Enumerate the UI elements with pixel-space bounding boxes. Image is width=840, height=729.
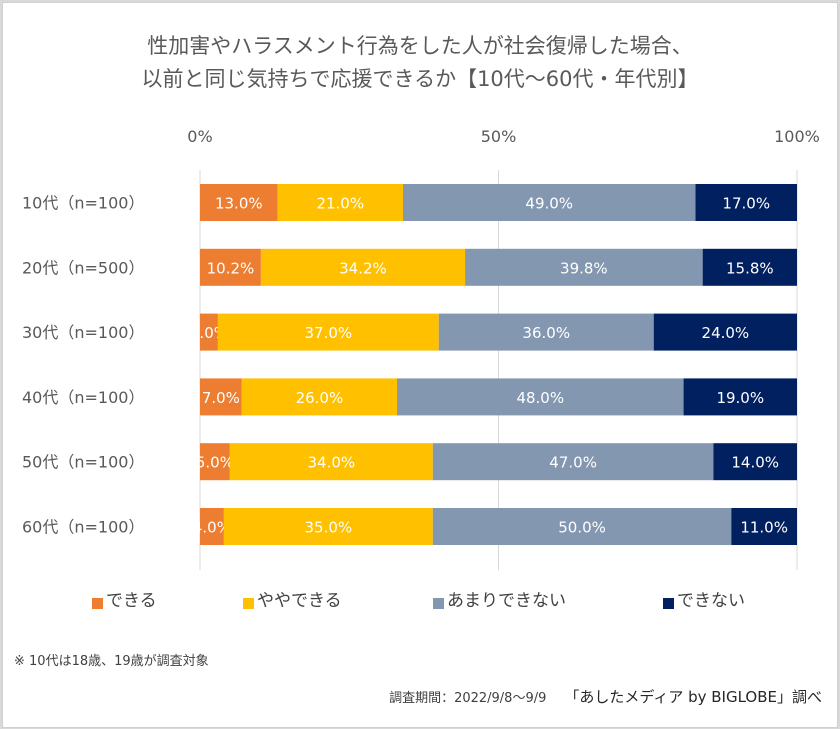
bar-value-label: 48.0% (516, 389, 564, 407)
bar-value-label: 13.0% (215, 195, 263, 213)
bar-segment (200, 184, 278, 221)
bar-value-label: 7.0% (202, 389, 240, 407)
bar-segment (397, 378, 684, 416)
bar-value-label: 39.8% (560, 259, 608, 277)
legend-item: あまりできない (433, 586, 566, 611)
bar-segment (229, 443, 433, 481)
bar-value-label: 14.0% (731, 454, 779, 472)
bar-segment (223, 508, 433, 545)
category-label: 30代（n=100） (22, 323, 144, 342)
bar-value-label: 37.0% (305, 324, 353, 342)
footer: 調査期間：2022/9/8～9/9 「あしたメディア by BIGLOBE」調べ (389, 686, 822, 707)
footnote: ※ 10代は18歳、19歳が調査対象 (14, 654, 209, 669)
bar-value-label: 19.0% (716, 389, 764, 407)
legend-swatch (663, 598, 674, 609)
bar-value-label: 49.0% (525, 195, 573, 213)
bar-row: 4.0% 35.0% 50.0% 11.0% (193, 508, 797, 545)
survey-period: 調査期間：2022/9/8～9/9 (389, 691, 547, 706)
bar-value-label: 5.0% (196, 454, 234, 472)
bar-segment (465, 248, 703, 286)
bar-segment (402, 184, 696, 221)
legend-label: あまりできない (447, 591, 566, 611)
bar-segment (432, 443, 714, 481)
legend-label: できる (106, 591, 157, 611)
bar-value-label: 10.2% (207, 259, 255, 277)
bar-value-label: 34.2% (339, 259, 387, 277)
bar-value-label: 4.0% (193, 519, 231, 537)
bar-segment (200, 248, 261, 286)
bar-segment (683, 378, 797, 416)
bar-value-label: 26.0% (296, 389, 344, 407)
bar-segment (260, 248, 466, 286)
bar-value-label: 15.8% (726, 259, 774, 277)
bar-row: 3.0% 37.0% 36.0% 24.0% (190, 313, 797, 351)
chart-title-line1: 性加害やハラスメント行為をした人が社会復帰した場合、 (147, 34, 693, 58)
legend-item: できない (663, 586, 745, 611)
bar-value-label: 11.0% (740, 519, 788, 537)
bar-row: 10.2% 34.2% 39.8% 15.8% (200, 248, 797, 286)
category-labels: 10代（n=100） 20代（n=500） 30代（n=100） 40代（n=100）… (22, 194, 144, 537)
bar-segment (702, 248, 797, 286)
bar-row: 13.0% 21.0% 49.0% 17.0% (200, 184, 797, 221)
bar-segment (200, 443, 230, 481)
bar-segment (695, 184, 797, 221)
gridlines (199, 170, 798, 570)
legend-label: できない (677, 591, 745, 611)
legend: できる ややできる あまりできない できない (0, 586, 840, 616)
category-label: 60代（n=100） (22, 518, 144, 537)
bars: 13.0% 21.0% 49.0% 17.0% 10.2% 34.2% 39.8% 15.8%… (190, 184, 797, 545)
bar-value-label: 35.0% (305, 519, 353, 537)
bar-segment (731, 508, 797, 545)
bar-value-label: 17.0% (722, 195, 770, 213)
bar-segment (200, 313, 218, 351)
chart-title: 性加害やハラスメント行為をした人が社会復帰した場合、 以前と同じ気持ちで応援でき… (0, 30, 840, 96)
legend-swatch (433, 598, 444, 609)
chart-title-line2: 以前と同じ気持ちで応援できるか【10代～60代・年代別】 (141, 67, 699, 91)
bar-segment (200, 508, 224, 545)
survey-source: 「あしたメディア by BIGLOBE」調べ (564, 688, 822, 706)
bar-value-label: 36.0% (522, 324, 570, 342)
bar-segment (713, 443, 797, 481)
bar-segment (653, 313, 797, 351)
bar-value-label: 21.0% (316, 195, 364, 213)
bar-segment (432, 508, 732, 545)
bar-row: 7.0% 26.0% 48.0% 19.0% (200, 378, 797, 416)
legend-item: できる (92, 586, 157, 611)
bar-segment (200, 378, 242, 416)
bar-segment (241, 378, 398, 416)
bar-segment (277, 184, 403, 221)
category-label: 50代（n=100） (22, 453, 144, 472)
bar-segment (217, 313, 439, 351)
bar-segment (438, 313, 654, 351)
bar-row: 5.0% 34.0% 47.0% 14.0% (196, 443, 797, 481)
x-tick-label: 0% (187, 127, 212, 146)
bar-value-label: 24.0% (702, 324, 750, 342)
category-label: 10代（n=100） (22, 194, 144, 213)
bar-value-label: 50.0% (558, 519, 606, 537)
x-tick-label: 50% (481, 127, 517, 146)
bar-value-label: 47.0% (549, 454, 597, 472)
x-axis-ticks: 0% 50% 100% (187, 127, 820, 146)
category-label: 40代（n=100） (22, 388, 144, 407)
legend-item: ややできる (243, 586, 342, 611)
legend-label: ややできる (257, 591, 342, 611)
bar-value-label: 34.0% (308, 454, 356, 472)
legend-swatch (92, 598, 103, 609)
x-tick-label: 100% (774, 127, 820, 146)
legend-swatch (243, 598, 254, 609)
category-label: 20代（n=500） (22, 258, 144, 277)
